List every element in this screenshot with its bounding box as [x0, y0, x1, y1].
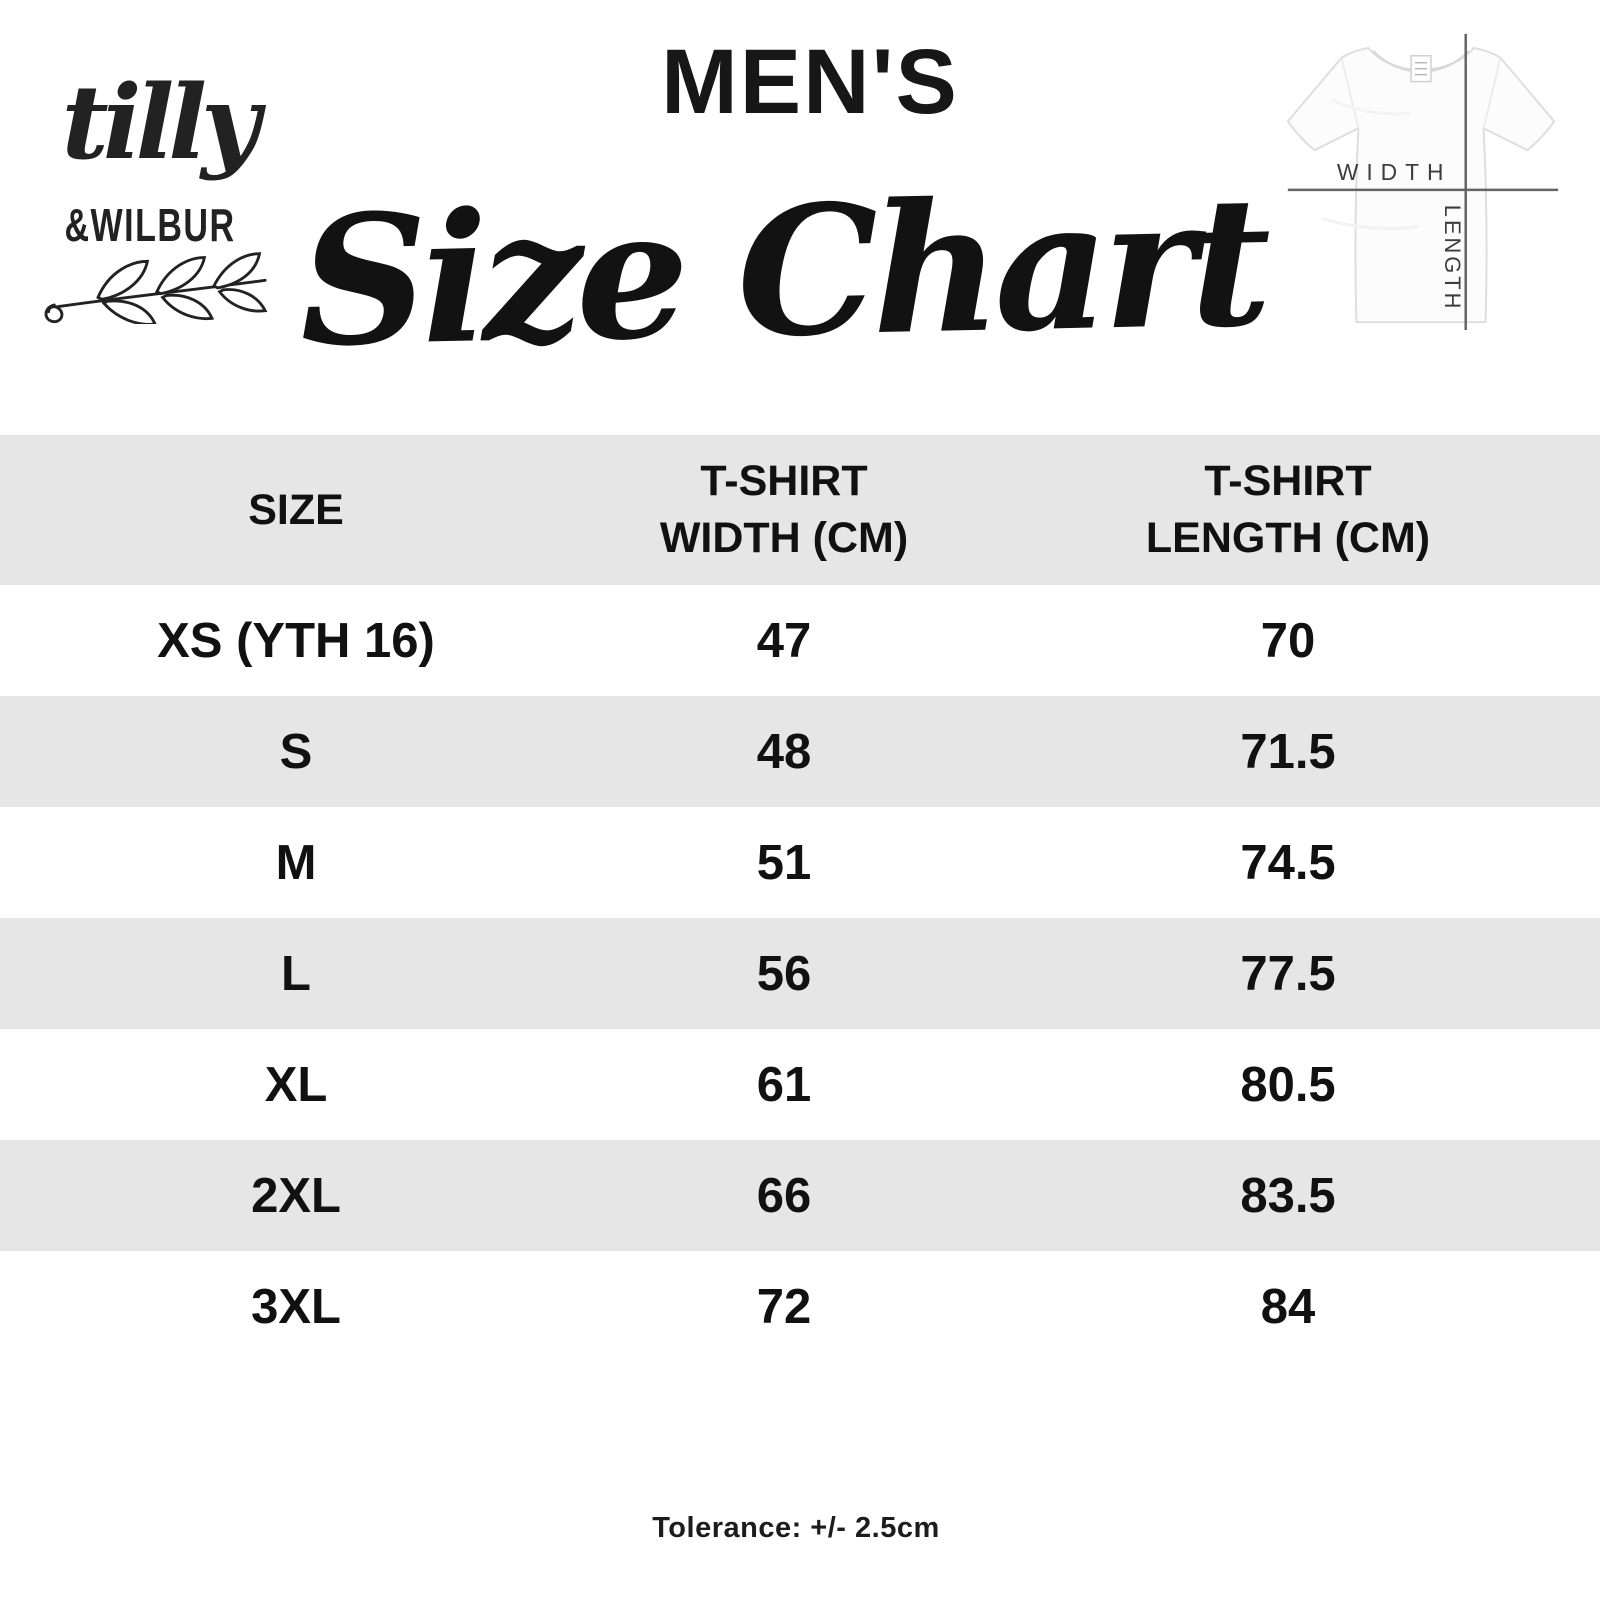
column-header-length: T-SHIRT LENGTH (CM) [976, 453, 1600, 567]
size-table: SIZE T-SHIRT WIDTH (CM) T-SHIRT LENGTH (… [0, 435, 1600, 1362]
width-value: 47 [756, 613, 812, 668]
size-value: S [279, 724, 313, 779]
table-row: XS (YTH 16) 47 70 [0, 585, 1600, 696]
brand-logo-script: tilly [61, 63, 261, 183]
column-header-line: SIZE [248, 485, 344, 534]
width-value: 48 [756, 724, 812, 779]
length-value: 83.5 [1240, 1168, 1336, 1223]
tshirt-diagram: WIDTH LENGTH [1286, 33, 1559, 331]
width-value: 56 [756, 946, 812, 1001]
length-value: 71.5 [1240, 724, 1336, 779]
size-value: XL [264, 1057, 328, 1112]
fabric-wrinkle [1330, 98, 1412, 116]
page-category-title: MEN'S [661, 31, 959, 133]
size-table-body: XS (YTH 16) 47 70 S 48 71.5 M 51 74.5 L … [0, 585, 1600, 1362]
column-header-line: T-SHIRT [1204, 457, 1372, 505]
column-header-line: WIDTH (CM) [659, 514, 909, 562]
table-row: M 51 74.5 [0, 807, 1600, 918]
table-row: S 48 71.5 [0, 696, 1600, 807]
column-header-size: SIZE [0, 482, 592, 539]
size-table-header: SIZE T-SHIRT WIDTH (CM) T-SHIRT LENGTH (… [0, 435, 1600, 585]
width-value: 66 [756, 1168, 812, 1223]
size-value: 3XL [251, 1279, 341, 1334]
size-value: L [281, 946, 311, 1001]
table-row: 2XL 66 83.5 [0, 1140, 1600, 1251]
length-label: LENGTH [1440, 205, 1465, 312]
width-value: 61 [756, 1057, 812, 1112]
sleeve-seam-right [1482, 57, 1502, 129]
laurel-branch-icon [44, 252, 268, 324]
table-row: L 56 77.5 [0, 918, 1600, 1029]
table-row: XL 61 80.5 [0, 1029, 1600, 1140]
length-value: 74.5 [1240, 835, 1336, 890]
column-header-width: T-SHIRT WIDTH (CM) [592, 453, 976, 567]
width-value: 51 [756, 835, 812, 890]
length-value: 80.5 [1240, 1057, 1336, 1112]
column-header-line: LENGTH (CM) [1145, 514, 1431, 562]
size-value: 2XL [251, 1168, 341, 1223]
width-value: 72 [756, 1279, 812, 1334]
table-row: 3XL 72 84 [0, 1251, 1600, 1362]
sleeve-seam-left [1340, 57, 1360, 129]
tolerance-note: Tolerance: +/- 2.5cm [652, 1512, 940, 1544]
brand-logo-caps: &WILBUR [64, 199, 236, 251]
size-value: XS (YTH 16) [157, 613, 435, 668]
column-header-line: T-SHIRT [700, 457, 868, 505]
size-value: M [275, 835, 317, 890]
fabric-wrinkle [1321, 217, 1420, 231]
length-value: 70 [1260, 613, 1316, 668]
length-value: 77.5 [1240, 946, 1336, 1001]
width-label: WIDTH [1337, 159, 1452, 185]
length-value: 84 [1260, 1279, 1316, 1334]
